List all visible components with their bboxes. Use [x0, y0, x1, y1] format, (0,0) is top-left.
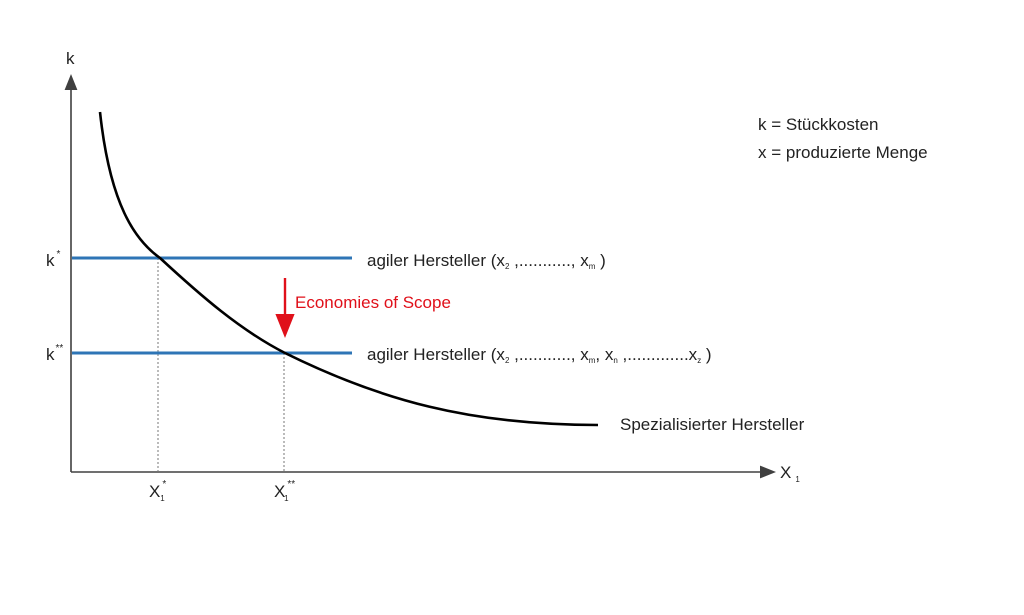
agile-producer-label-2: agiler Hersteller (x2 ,..........., xm, …: [367, 345, 712, 365]
legend-x: x = produzierte Menge: [758, 143, 928, 162]
economies-of-scope-label: Economies of Scope: [295, 293, 451, 312]
x1-doublestar-label: X ** 1: [274, 479, 295, 503]
agile-producer-label-1: agiler Hersteller (x2 ,..........., xm ): [367, 251, 606, 271]
k-star-label: k *: [46, 249, 61, 270]
x1-star-label: X * 1: [149, 479, 166, 503]
unit-cost-curve: [98, 111, 599, 427]
specialized-producer-label: Spezialisierter Hersteller: [620, 415, 805, 434]
y-axis-label: k: [66, 49, 75, 68]
k-doublestar-label: k**: [46, 343, 63, 364]
legend-k: k = Stückkosten: [758, 115, 878, 134]
